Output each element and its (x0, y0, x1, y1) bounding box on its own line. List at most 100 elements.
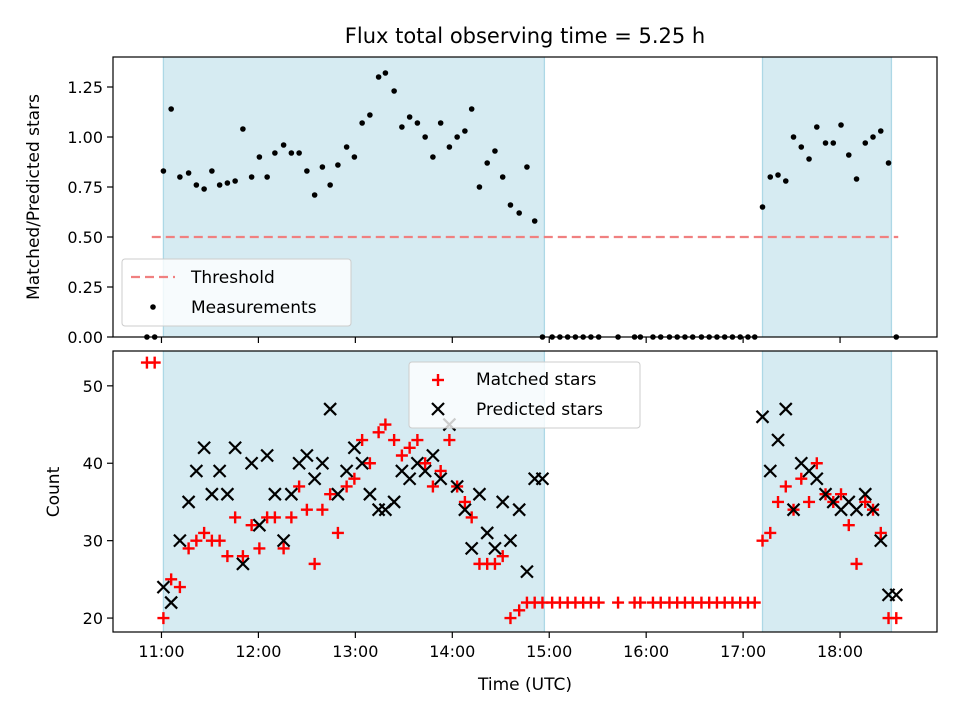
predicted-star-point (260, 448, 274, 463)
predicted-star-point (433, 471, 448, 486)
matched-star-point (300, 503, 313, 516)
predicted-star-point (212, 464, 227, 478)
measurement-point (193, 182, 200, 188)
measurement-point (272, 150, 278, 156)
measurement-point (492, 148, 498, 154)
predicted-star-point (472, 487, 487, 501)
measurement-point (524, 164, 530, 170)
bottom-y-ticks: 20 30 40 50 (83, 377, 113, 628)
predicted-star-point (503, 533, 518, 548)
matched-star-point (810, 457, 823, 470)
matched-star-point (835, 488, 848, 501)
predicted-star-point (236, 557, 250, 571)
measurement-point (830, 140, 837, 146)
matched-star-point (340, 480, 353, 493)
measurement-point (454, 134, 460, 140)
matched-star-point (395, 449, 408, 462)
bottom-axes-frame (112, 350, 938, 633)
matched-star-point (458, 495, 471, 508)
predicted-star-point (418, 464, 432, 478)
measurement-point (296, 150, 302, 156)
predicted-star-point (189, 464, 204, 478)
measurement-point (406, 114, 413, 120)
predicted-star-point (488, 541, 502, 556)
measurement-point (877, 128, 884, 134)
ratio-panel: 0.00 0.25 0.50 0.75 1.00 1.25 Matched/Predict… (24, 56, 938, 347)
measurement-point (248, 174, 255, 180)
measurement-point (806, 156, 812, 162)
measurement-point (813, 124, 820, 130)
top-y-tick-label: 1.25 (67, 78, 103, 97)
predicted-star-point (300, 448, 314, 463)
legend-predicted-label: Predicted stars (476, 400, 603, 420)
bottom-y-tick-label: 20 (83, 609, 103, 628)
predicted-star-point (315, 456, 330, 471)
legend-predicted-swatch (431, 402, 445, 416)
predicted-star-point (512, 502, 526, 517)
matched-star-point (795, 472, 808, 485)
matched-star-point (592, 596, 605, 609)
predicted-star-point (889, 588, 904, 602)
predicted-star-point (276, 533, 291, 548)
measurement-point (476, 184, 483, 190)
measurement-point (430, 154, 436, 160)
predicted-star-point (520, 564, 534, 579)
measurement-point (288, 150, 295, 156)
measurement-point (507, 202, 514, 208)
matched-star-point (324, 488, 337, 501)
measurement-point (224, 180, 231, 186)
matched-star-point (229, 511, 242, 524)
measurement-point (382, 70, 389, 76)
matched-star-point (348, 472, 361, 485)
predicted-star-point (535, 471, 550, 486)
bottom-x-tick-label: 18:00 (817, 642, 863, 661)
bottom-y-tick-label: 40 (83, 454, 103, 473)
matched-star-point (772, 495, 785, 508)
bottom-x-tick-label: 15:00 (526, 642, 572, 661)
measurement-points (144, 70, 900, 340)
measurement-point (319, 164, 326, 170)
measurement-point (264, 174, 270, 180)
predicted-star-point (402, 471, 417, 486)
predicted-star-point (220, 487, 235, 501)
measurement-point (399, 124, 405, 130)
matched-star-point (221, 550, 234, 563)
matched-star-point (419, 457, 432, 470)
measurement-point (209, 168, 215, 174)
measurement-point (375, 74, 382, 80)
predicted-star-point (458, 502, 472, 517)
top-x-ticks (160, 337, 841, 343)
matched-star-point (504, 612, 517, 625)
top-legend: Threshold Measurements (121, 258, 352, 327)
measurement-point (782, 178, 789, 184)
matched-star-point (157, 612, 170, 625)
matched-star-point (748, 596, 761, 609)
bottom-x-tick-label: 12:00 (235, 642, 281, 661)
predicted-star-point (205, 487, 219, 501)
predicted-star-point (771, 433, 785, 447)
predicted-star-point (164, 595, 178, 610)
matched-star-point (331, 526, 344, 539)
top-y-tick-label: 0.50 (67, 228, 103, 247)
top-y-axis-label: Matched/Predicted stars (24, 94, 44, 300)
predicted-star-point (252, 518, 267, 532)
matched-star-point (756, 534, 769, 547)
bottom-x-tick-label: 13:00 (332, 642, 378, 661)
measurement-point (462, 128, 468, 134)
matched-star-point (316, 503, 329, 516)
matched-star-point (465, 511, 478, 524)
measurement-point (201, 186, 207, 192)
measurement-point (160, 168, 167, 174)
measurement-point (531, 218, 538, 224)
matched-star-point (182, 542, 195, 555)
measurement-point (185, 170, 192, 176)
predicted-star-point (495, 495, 510, 509)
predicted-star-point (307, 471, 322, 486)
predicted-star-point (778, 402, 793, 416)
measurement-point (446, 144, 453, 150)
measurement-point (335, 162, 341, 168)
measurement-point (885, 160, 892, 166)
measurement-point (311, 192, 318, 198)
